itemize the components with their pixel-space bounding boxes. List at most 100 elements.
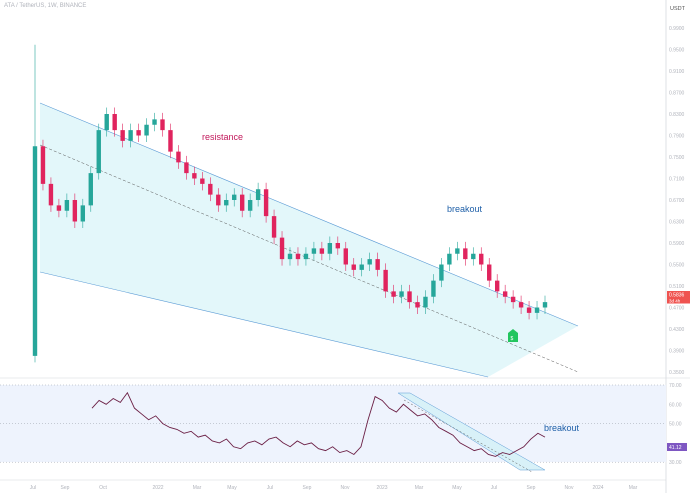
candle[interactable] <box>526 307 532 313</box>
rsi-tick-label: 30.00 <box>669 460 682 466</box>
candle[interactable] <box>247 200 253 211</box>
candle[interactable] <box>431 280 436 297</box>
candle[interactable] <box>335 243 341 249</box>
candle[interactable] <box>502 291 508 297</box>
price-tick-label: 0.5100 <box>669 284 685 290</box>
candle[interactable] <box>72 200 78 222</box>
candle[interactable] <box>88 173 93 206</box>
candle[interactable] <box>263 189 269 217</box>
candle[interactable] <box>48 183 54 206</box>
candle[interactable] <box>120 130 125 141</box>
candle[interactable] <box>279 237 285 260</box>
candle[interactable] <box>383 269 388 292</box>
candle[interactable] <box>192 173 197 179</box>
candle[interactable] <box>463 248 468 260</box>
candle[interactable] <box>327 243 333 254</box>
candle[interactable] <box>176 151 181 163</box>
candle[interactable] <box>136 130 141 136</box>
price-channel[interactable] <box>40 103 578 377</box>
price-tick-label: 0.7500 <box>669 155 685 161</box>
svg-text:$: $ <box>511 336 514 342</box>
svg-text:41.12: 41.12 <box>669 445 682 451</box>
candle[interactable] <box>152 119 157 125</box>
candle[interactable] <box>455 248 460 254</box>
price-tick-label: 0.3900 <box>669 349 685 355</box>
candle[interactable] <box>112 114 117 131</box>
candle[interactable] <box>287 253 293 260</box>
candle[interactable] <box>224 200 229 206</box>
candle[interactable] <box>32 146 38 356</box>
candle[interactable] <box>208 183 213 195</box>
candle[interactable] <box>239 194 245 211</box>
price-tick-label: 0.3500 <box>669 370 685 376</box>
candle[interactable] <box>479 253 484 265</box>
candle[interactable] <box>407 291 412 303</box>
candle[interactable] <box>96 130 101 174</box>
price-tick-label: 0.9900 <box>669 26 685 32</box>
price-tick-label: 0.8300 <box>669 112 685 118</box>
candle[interactable] <box>232 194 237 200</box>
candle[interactable] <box>399 291 404 297</box>
time-tick-label: Jul <box>267 485 273 491</box>
candle[interactable] <box>518 302 524 308</box>
candle[interactable] <box>375 259 380 270</box>
candle[interactable] <box>144 124 149 136</box>
price-tick-label: 0.5500 <box>669 263 685 269</box>
channel-lower-line[interactable] <box>39 271 489 378</box>
candle[interactable] <box>471 253 476 260</box>
currency-label: USDT <box>670 6 686 12</box>
rsi-channel[interactable] <box>397 392 546 471</box>
candle[interactable] <box>295 253 301 260</box>
rsi-line[interactable] <box>91 391 546 457</box>
candle[interactable] <box>216 194 221 206</box>
candle[interactable] <box>415 302 420 308</box>
candle[interactable] <box>319 248 325 254</box>
candle[interactable] <box>359 264 364 270</box>
candle[interactable] <box>494 280 500 292</box>
signal-marker: $ <box>508 329 518 342</box>
candle[interactable] <box>184 162 189 174</box>
candle[interactable] <box>542 302 548 308</box>
candle[interactable] <box>168 130 173 152</box>
candle[interactable] <box>311 248 317 254</box>
candle[interactable] <box>200 178 205 184</box>
price-tick-label: 0.8700 <box>669 91 685 97</box>
resistance-label: resistance <box>202 132 243 142</box>
channel-mid-line[interactable] <box>39 144 579 373</box>
candle[interactable] <box>423 296 428 308</box>
price-tick-label: 0.6700 <box>669 198 685 204</box>
candle[interactable] <box>255 189 261 200</box>
candle[interactable] <box>56 205 62 211</box>
candle[interactable] <box>80 205 86 222</box>
candle[interactable] <box>343 248 348 265</box>
time-tick-label: 2023 <box>376 485 387 491</box>
candle[interactable] <box>128 130 133 141</box>
candle[interactable] <box>271 216 277 238</box>
price-tick-label: 0.9500 <box>669 48 685 54</box>
rsi-tick-label: 70.00 <box>669 383 682 389</box>
candle[interactable] <box>367 259 372 265</box>
price-tick-label: 0.6300 <box>669 220 685 226</box>
time-tick-label: Oct <box>99 485 107 491</box>
candle[interactable] <box>64 200 70 211</box>
rsi-tick-label: 50.00 <box>669 422 682 428</box>
candle[interactable] <box>487 264 492 281</box>
candle[interactable] <box>104 114 109 131</box>
candle[interactable] <box>303 253 309 260</box>
candle[interactable] <box>447 253 452 265</box>
time-tick-label: Jul <box>30 485 36 491</box>
candle[interactable] <box>40 146 46 184</box>
candle[interactable] <box>351 264 356 270</box>
rsi-tick-label: 60.00 <box>669 402 682 408</box>
candle[interactable] <box>439 264 444 281</box>
time-tick-label: May <box>227 485 237 491</box>
candle[interactable] <box>391 291 396 297</box>
time-tick-label: Sep <box>303 485 312 491</box>
candle[interactable] <box>160 119 165 131</box>
time-tick-label: May <box>452 485 462 491</box>
candle[interactable] <box>534 307 540 313</box>
time-tick-label: Mar <box>629 485 638 491</box>
time-tick-label: Nov <box>565 485 574 491</box>
candle[interactable] <box>510 296 516 303</box>
